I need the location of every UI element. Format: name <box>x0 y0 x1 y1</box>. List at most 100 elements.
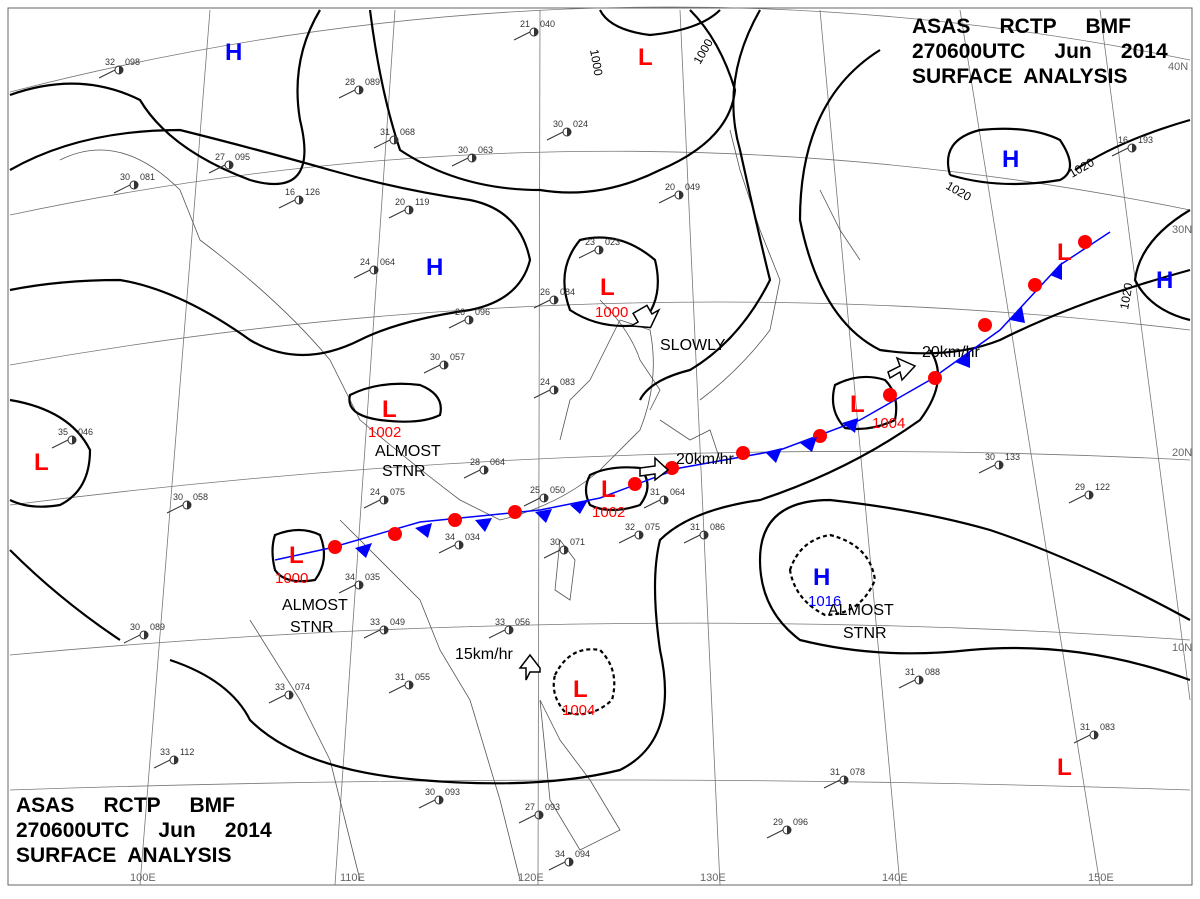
cloud-fill-icon <box>919 676 923 684</box>
footer-title: ASAS RCTP BMF 270600UTC Jun 2014 SURFACE… <box>16 794 272 867</box>
wind-barb-icon <box>278 199 296 209</box>
cloud-fill-icon <box>569 858 573 866</box>
high-center: H <box>426 254 443 281</box>
station-temp: 26 <box>455 307 465 317</box>
cloud-fill-icon <box>409 206 413 214</box>
title-line-1: ASAS RCTP BMF <box>912 15 1131 38</box>
cloud-fill-icon <box>1094 731 1098 739</box>
station-pressure: 089 <box>150 622 165 632</box>
station-pressure: 083 <box>560 377 575 387</box>
station-temp: 34 <box>555 849 565 859</box>
station-temp: 34 <box>445 532 455 542</box>
cloud-fill-icon <box>229 161 233 169</box>
cloud-fill-icon <box>1089 491 1093 499</box>
cloud-fill-icon <box>472 154 476 162</box>
station-plot: 26 084 <box>533 287 575 309</box>
station-plot: 27 095 <box>208 152 250 174</box>
cloud-fill-icon <box>1132 144 1136 152</box>
station-plot: 30 063 <box>451 145 493 167</box>
wind-barb-icon <box>546 131 564 141</box>
station-pressure: 089 <box>365 77 380 87</box>
station-temp: 24 <box>370 487 380 497</box>
lat-label: 20N <box>1172 447 1192 459</box>
low-center: L <box>850 391 865 418</box>
wind-barb-icon <box>658 194 676 204</box>
station-temp: 30 <box>430 352 440 362</box>
station-temp: 30 <box>130 622 140 632</box>
wind-barb-icon <box>268 694 286 704</box>
wind-barb-icon <box>1073 734 1091 744</box>
station-temp: 30 <box>985 452 995 462</box>
center-pressure: 1016 <box>808 593 841 610</box>
lat-label: 10N <box>1172 642 1192 654</box>
cloud-fill-icon <box>554 386 558 394</box>
station-pressure: 193 <box>1138 135 1153 145</box>
high-center: H <box>1002 146 1019 173</box>
station-pressure: 133 <box>1005 452 1020 462</box>
station-plot: 25 050 <box>523 485 565 507</box>
station-pressure: 112 <box>180 747 194 757</box>
station-temp: 30 <box>553 119 563 129</box>
center-pressure: 1000 <box>595 304 628 321</box>
station-plot: 16 126 <box>278 187 320 209</box>
motion-label: ALMOST <box>828 602 894 619</box>
station-temp: 16 <box>1118 135 1128 145</box>
wind-barb-icon <box>338 89 356 99</box>
cloud-fill-icon <box>459 541 463 549</box>
station-plot: 30 024 <box>546 119 588 141</box>
station-temp: 34 <box>345 572 355 582</box>
motion-label: 15km/hr <box>455 646 513 663</box>
cloud-fill-icon <box>599 246 603 254</box>
title-line-3: SURFACE ANALYSIS <box>912 65 1128 88</box>
station-pressure: 064 <box>490 457 505 467</box>
cloud-fill-icon <box>484 466 488 474</box>
low-center: L <box>34 449 49 476</box>
station-pressure: 093 <box>445 787 460 797</box>
wind-barb-icon <box>488 629 506 639</box>
high-center: H <box>1156 267 1173 294</box>
wind-barb-icon <box>208 164 226 174</box>
wind-barb-icon <box>373 139 391 149</box>
station-temp: 33 <box>495 617 505 627</box>
wind-barb-icon <box>423 364 441 374</box>
cloud-fill-icon <box>567 128 571 136</box>
cloud-fill-icon <box>134 181 138 189</box>
station-plot: 27 093 <box>518 802 560 824</box>
isobar-label: 1000 <box>690 36 716 66</box>
wind-barb-icon <box>523 497 541 507</box>
station-pressure: 081 <box>140 172 155 182</box>
station-plot: 23 023 <box>578 237 620 259</box>
wind-barb-icon <box>1111 147 1129 157</box>
lon-label: 140E <box>882 872 908 884</box>
station-temp: 29 <box>773 817 783 827</box>
wind-barb-icon <box>113 184 131 194</box>
station-temp: 30 <box>425 787 435 797</box>
cloud-fill-icon <box>544 494 548 502</box>
station-temp: 33 <box>160 747 170 757</box>
cloud-fill-icon <box>409 681 413 689</box>
low-center: L <box>382 396 397 423</box>
cloud-fill-icon <box>444 361 448 369</box>
cloud-fill-icon <box>509 626 513 634</box>
cloud-fill-icon <box>704 531 708 539</box>
lat-label: 40N <box>1168 61 1188 73</box>
station-pressure: 034 <box>465 532 480 542</box>
wind-barb-icon <box>418 799 436 809</box>
title-line-2: 270600UTC Jun 2014 <box>16 819 272 842</box>
cloud-fill-icon <box>787 826 791 834</box>
station-pressure: 088 <box>925 667 940 677</box>
low-center: L <box>289 542 304 569</box>
cloud-fill-icon <box>187 501 191 509</box>
station-pressure: 057 <box>450 352 465 362</box>
station-temp: 30 <box>120 172 130 182</box>
station-pressure: 071 <box>570 537 585 547</box>
low-center: L <box>1057 754 1072 781</box>
station-temp: 20 <box>665 182 675 192</box>
motion-label: STNR <box>843 625 887 642</box>
cloud-fill-icon <box>299 196 303 204</box>
wind-barb-icon <box>543 549 561 559</box>
station-pressure: 050 <box>550 485 565 495</box>
wind-barb-icon <box>463 469 481 479</box>
wind-barb-icon <box>643 499 661 509</box>
wind-barb-icon <box>363 499 381 509</box>
